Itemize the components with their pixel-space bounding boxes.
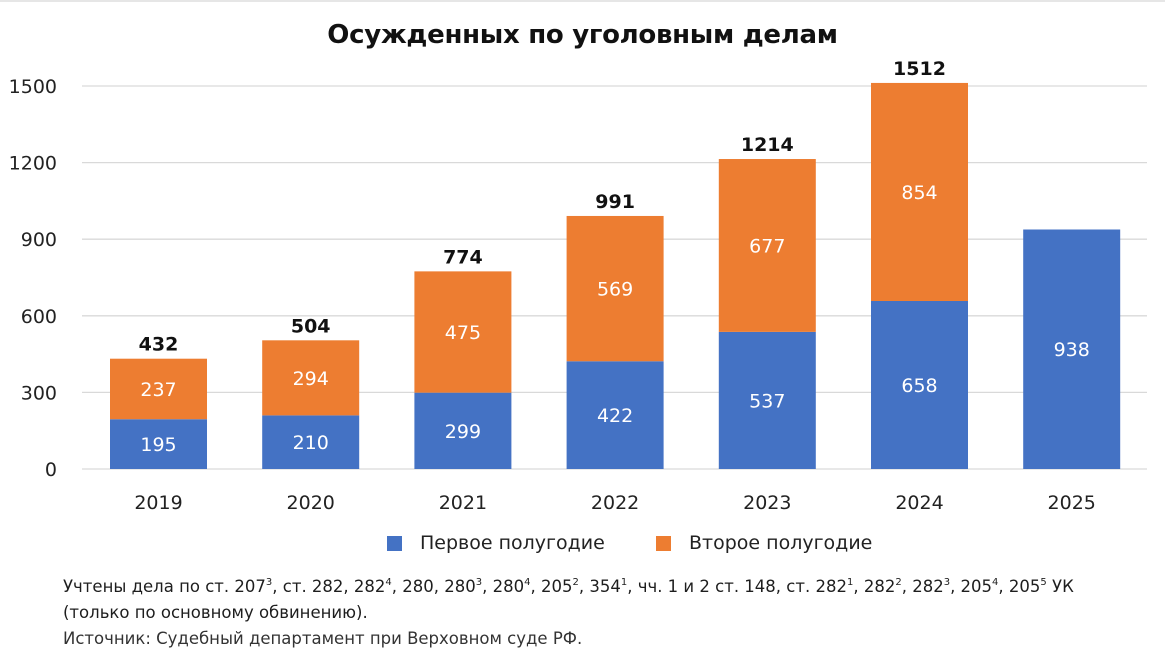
bar-label-second-half: 294 xyxy=(293,368,329,390)
footnote-text: , 282 xyxy=(901,577,944,596)
y-tick-label: 1200 xyxy=(9,153,57,175)
footnote-text: , 205 xyxy=(950,577,993,596)
bar-second-half xyxy=(718,159,816,332)
footnote-text: , ст. 282, 282 xyxy=(272,577,386,596)
bar-total-label: 774 xyxy=(443,246,483,268)
x-tick-label: 2019 xyxy=(134,492,182,514)
footnote-superscript: 1 xyxy=(620,577,628,588)
legend-label-first-half: Первое полугодие xyxy=(420,532,605,554)
bar-total-label: 1512 xyxy=(893,58,946,80)
legend-label-second-half: Второе полугодие xyxy=(689,532,873,554)
legend-item-second-half: Второе полугодие xyxy=(656,532,872,554)
bar-first-half xyxy=(718,331,816,469)
bar-label-first-half: 299 xyxy=(445,421,481,443)
footnote-superscript: 5 xyxy=(1040,577,1047,588)
bar-first-half xyxy=(566,361,664,469)
y-tick-label: 600 xyxy=(21,306,57,328)
x-tick-label: 2024 xyxy=(895,492,943,514)
bar-label-first-half: 658 xyxy=(901,375,937,397)
y-tick-label: 1500 xyxy=(9,76,57,98)
legend-item-first-half: Первое полугодие xyxy=(387,532,605,554)
footnote-text: УК xyxy=(1046,577,1074,596)
legend-swatch-second-half xyxy=(656,535,671,551)
bar-first-half xyxy=(110,419,207,469)
bar-label-first-half: 210 xyxy=(293,432,329,454)
footnote-superscript: 4 xyxy=(385,577,392,588)
footnote-superscript: 2 xyxy=(572,577,579,588)
bar-second-half xyxy=(414,271,512,393)
legend: Первое полугодие Второе полугодие xyxy=(0,532,1165,558)
footnote-superscript: 3 xyxy=(265,577,273,588)
bar-label-first-half: 195 xyxy=(140,434,176,456)
footnote-text: , 205 xyxy=(998,577,1041,596)
bar-first-half xyxy=(871,300,968,469)
top-divider xyxy=(0,0,1165,2)
chart-title: Осужденных по уголовным делам xyxy=(327,20,838,50)
y-tick-label: 900 xyxy=(21,229,57,251)
x-tick-label: 2020 xyxy=(287,492,335,514)
x-tick-label: 2022 xyxy=(591,492,639,514)
footnote-text: , чч. 1 и 2 ст. 148, ст. 282 xyxy=(627,577,847,596)
bar-first-half xyxy=(262,415,360,469)
bar-second-half xyxy=(262,340,360,416)
bar-total-label: 432 xyxy=(139,334,179,356)
bar-total-label: 504 xyxy=(291,315,331,337)
bar-first-half xyxy=(414,392,512,469)
bar-total-label: 1214 xyxy=(741,134,794,156)
y-tick-label: 300 xyxy=(21,382,57,404)
bar-second-half xyxy=(871,82,968,301)
bar-label-second-half: 475 xyxy=(445,322,481,344)
bar-label-first-half: 938 xyxy=(1054,339,1090,361)
y-tick-label: 0 xyxy=(45,459,57,481)
footnote-main-charge: (только по основному обвинению). xyxy=(63,603,368,622)
footnote-text: , 280 xyxy=(482,577,525,596)
footnotes: Учтены дела по ст. 2073, ст. 282, 2824, … xyxy=(63,574,1153,652)
footnote-superscript: 3 xyxy=(475,577,483,588)
bar-second-half xyxy=(566,215,664,362)
legend-swatch-first-half xyxy=(387,535,402,551)
footnote-superscript: 4 xyxy=(524,577,531,588)
bar-label-first-half: 422 xyxy=(597,405,633,427)
source-note: Источник: Судебный департамент при Верхо… xyxy=(63,629,583,648)
stacked-bar-chart: 0 300 600 900 1200 1500 195 237 432 2019 210 294 504… xyxy=(9,58,1147,514)
bar-label-second-half: 854 xyxy=(901,182,937,204)
bar-label-second-half: 237 xyxy=(140,379,176,401)
bar-first-half xyxy=(1023,229,1121,469)
bar-label-second-half: 677 xyxy=(749,235,785,257)
footnote-text: Учтены дела по ст. 207 xyxy=(63,577,266,596)
x-tick-label: 2023 xyxy=(743,492,791,514)
footnote-text: , 280, 280 xyxy=(391,577,476,596)
bar-total-label: 991 xyxy=(595,191,635,213)
footnote-articles: Учтены дела по ст. 2073, ст. 282, 2824, … xyxy=(63,574,1153,600)
footnote-superscript: 3 xyxy=(943,577,951,588)
footnote-text: , 282 xyxy=(853,577,896,596)
footnote-superscript: 1 xyxy=(846,577,854,588)
x-tick-label: 2025 xyxy=(1048,492,1096,514)
bar-label-second-half: 569 xyxy=(597,279,633,301)
bar-second-half xyxy=(110,358,207,420)
x-tick-label: 2021 xyxy=(439,492,487,514)
footnote-text: , 354 xyxy=(578,577,621,596)
footnote-superscript: 4 xyxy=(992,577,999,588)
footnote-superscript: 2 xyxy=(895,577,902,588)
bar-label-first-half: 537 xyxy=(749,390,785,412)
footnote-text: , 205 xyxy=(530,577,573,596)
